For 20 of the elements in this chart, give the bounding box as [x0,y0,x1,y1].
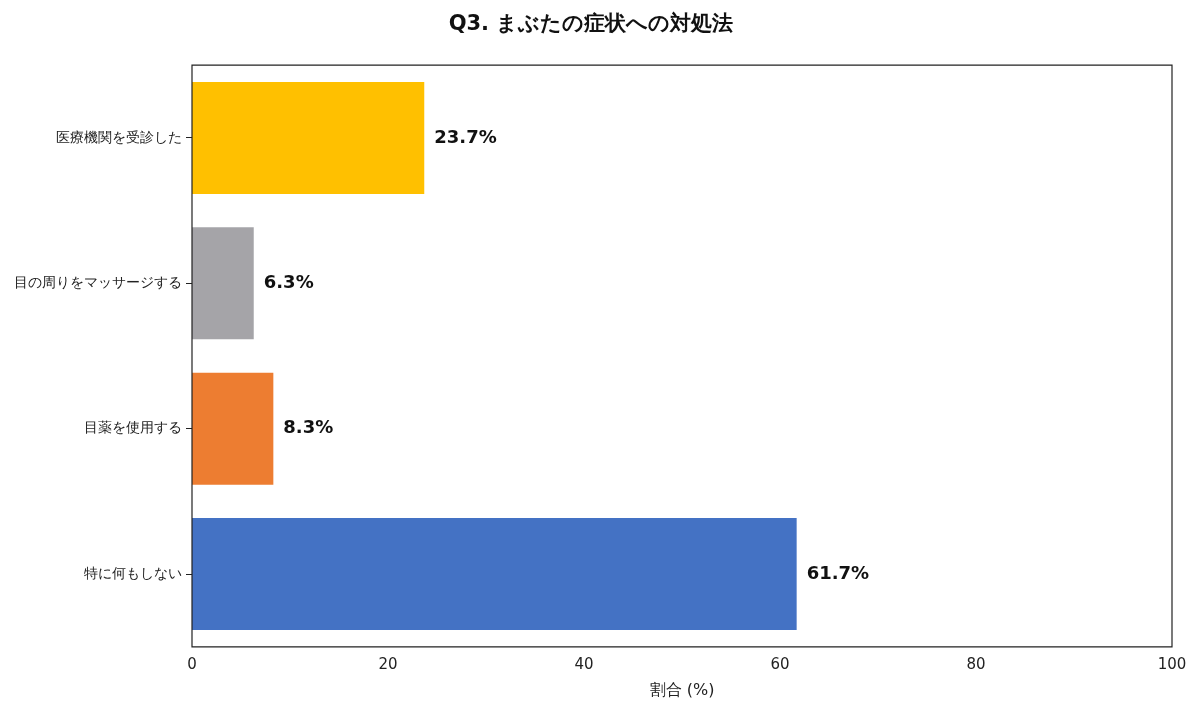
bar [192,227,254,340]
x-tick-label: 20 [378,654,398,673]
bar [192,81,425,194]
y-tick-label: 目薬を使用する [84,419,182,436]
data-label: 23.7% [434,125,497,147]
x-tick-label: 60 [770,654,790,673]
x-axis-title: 割合 (%) [649,679,715,699]
bar [192,372,274,485]
x-tick-label: 80 [966,654,986,673]
y-tick-label: 特に何もしない [84,564,182,581]
x-tick-label: 100 [1157,654,1187,673]
x-tick-label: 0 [187,654,197,673]
x-tick-label: 40 [574,654,594,673]
data-label: 61.7% [806,561,870,583]
data-label: 8.3% [283,416,334,438]
data-label: 6.3% [263,270,314,292]
bar [192,518,797,631]
y-tick-label: 医療機関を受診した [56,128,182,145]
chart-title: Q3. まぶたの症状への対処法 [448,11,734,36]
y-tick-label: 目の周りをマッサージする [14,273,182,290]
